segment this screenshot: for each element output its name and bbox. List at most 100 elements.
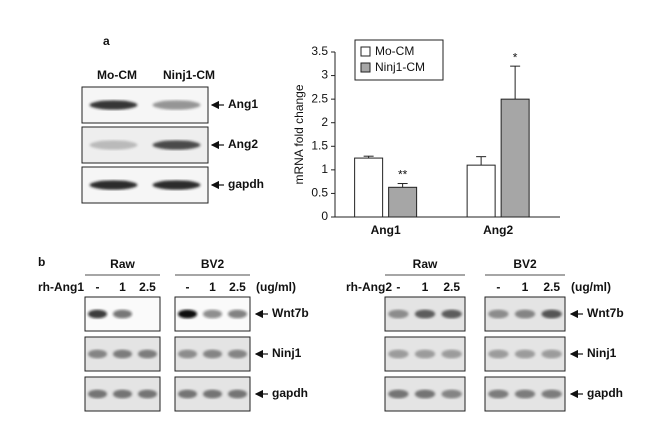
band <box>414 389 436 399</box>
band <box>203 389 222 399</box>
band <box>203 349 222 359</box>
blot-label: Ninj1 <box>272 346 302 360</box>
blot-label: Wnt7b <box>587 306 624 320</box>
y-tick-label: 0.5 <box>311 186 328 200</box>
y-tick-label: 0 <box>321 209 328 223</box>
bar <box>354 157 384 218</box>
panel-label: b <box>38 255 45 269</box>
treatment-label: rh-Ang1 <box>38 280 84 294</box>
panel-label: a <box>103 34 110 48</box>
band <box>178 389 197 399</box>
legend-label: Mo-CM <box>375 44 414 58</box>
band <box>178 349 197 359</box>
significance: * <box>513 50 518 64</box>
band <box>113 309 132 319</box>
blot-label: gapdh <box>228 177 264 191</box>
blot-label: gapdh <box>272 386 308 400</box>
band <box>388 309 409 319</box>
y-tick-label: 3.5 <box>311 44 328 58</box>
y-axis-label: mRNA fold change <box>292 84 306 184</box>
blot-label: Ninj1 <box>587 346 617 360</box>
group-label: Raw <box>413 257 438 271</box>
band <box>178 309 197 319</box>
y-tick-label: 2.5 <box>311 91 328 105</box>
bar <box>466 164 496 218</box>
group-label: BV2 <box>201 257 225 271</box>
dose-label: - <box>496 280 500 294</box>
unit-label: (ug/ml) <box>256 280 296 294</box>
dose-label: 1 <box>522 280 529 294</box>
band <box>228 349 247 359</box>
dose-label: 2.5 <box>139 280 156 294</box>
dose-label: 1 <box>209 280 216 294</box>
band <box>441 309 462 319</box>
x-tick-label: Ang2 <box>483 223 513 237</box>
band <box>152 140 201 150</box>
dose-label: - <box>96 280 100 294</box>
treatment-label: rh-Ang2 <box>346 280 392 294</box>
dose-label: 1 <box>119 280 126 294</box>
error-bar <box>510 65 521 100</box>
band <box>203 309 222 319</box>
column-label: Ninj1-CM <box>163 68 215 82</box>
band <box>514 309 536 319</box>
blot-label: Ang1 <box>228 97 258 111</box>
blot-label: gapdh <box>587 386 623 400</box>
band <box>228 309 247 319</box>
band <box>138 349 157 359</box>
band <box>514 349 536 359</box>
column-label: Mo-CM <box>97 68 137 82</box>
band <box>89 100 138 110</box>
band <box>514 389 536 399</box>
band <box>89 180 138 190</box>
error-bar <box>363 155 374 159</box>
dose-label: 2.5 <box>543 280 560 294</box>
band <box>88 349 107 359</box>
bar <box>388 186 418 218</box>
band <box>152 180 201 190</box>
group-label: Raw <box>110 257 135 271</box>
band <box>88 389 107 399</box>
bar <box>500 98 530 218</box>
band <box>488 309 509 319</box>
band <box>89 140 138 150</box>
band <box>152 100 201 110</box>
band <box>414 309 436 319</box>
band <box>441 349 462 359</box>
band <box>441 389 462 399</box>
legend-box <box>354 39 444 81</box>
band <box>228 389 247 399</box>
group-label: BV2 <box>513 257 537 271</box>
band <box>541 349 562 359</box>
band <box>138 389 157 399</box>
y-tick-label: 1.5 <box>311 138 328 152</box>
blot-label: Ang2 <box>228 137 258 151</box>
blot-label: Wnt7b <box>272 306 309 320</box>
band <box>488 389 509 399</box>
legend-label: Ninj1-CM <box>375 60 425 74</box>
band <box>388 349 409 359</box>
significance: ** <box>398 168 408 182</box>
y-tick-label: 1 <box>321 162 328 176</box>
unit-label: (ug/ml) <box>571 280 611 294</box>
y-tick-label: 3 <box>321 68 328 82</box>
band <box>388 389 409 399</box>
band <box>113 349 132 359</box>
y-tick-label: 2 <box>321 115 328 129</box>
x-tick-label: Ang1 <box>371 223 401 237</box>
error-bar <box>397 183 408 188</box>
band <box>541 389 562 399</box>
band <box>88 309 107 319</box>
error-bar <box>476 156 487 166</box>
dose-label: 1 <box>422 280 429 294</box>
band <box>488 349 509 359</box>
dose-label: 2.5 <box>443 280 460 294</box>
band <box>113 389 132 399</box>
legend-swatch <box>360 62 371 73</box>
dose-label: 2.5 <box>229 280 246 294</box>
band <box>414 349 436 359</box>
dose-label: - <box>396 280 400 294</box>
band <box>541 309 562 319</box>
dose-label: - <box>186 280 190 294</box>
